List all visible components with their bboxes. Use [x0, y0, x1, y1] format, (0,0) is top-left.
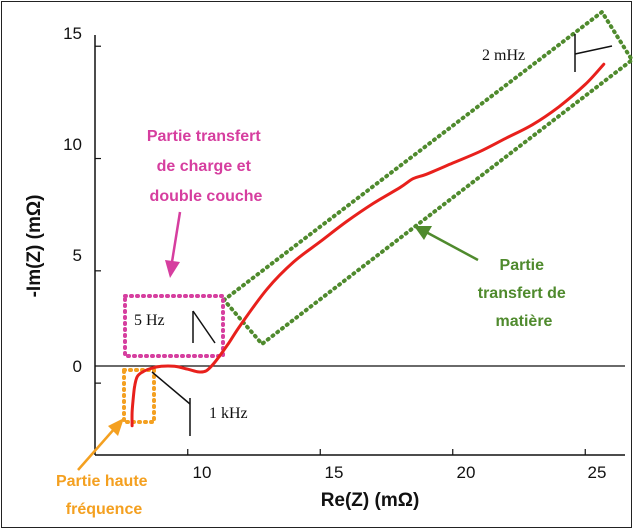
ticks-group	[95, 45, 586, 455]
marker-1khz	[151, 371, 191, 436]
x-tick-label: 15	[325, 463, 344, 482]
arrow-green	[414, 226, 479, 262]
mass-transfer-label: Partie transfert de matière	[478, 257, 570, 330]
arrow-orange	[77, 418, 124, 471]
charge-transfer-label: Partie transfert de charge et double cou…	[147, 128, 265, 205]
high-frequency-region	[122, 368, 156, 424]
y-tick-label: 10	[63, 135, 82, 154]
charge-transfer-region	[123, 294, 225, 358]
arrow-pink	[165, 211, 182, 278]
label-2mhz: 2 mHz	[482, 47, 525, 64]
label-1khz: 1 kHz	[209, 405, 248, 422]
marker-5hz	[192, 310, 216, 344]
label-5hz: 5 Hz	[134, 312, 165, 329]
x-tick-label: 20	[457, 463, 476, 482]
impedance-curve	[130, 62, 606, 428]
mass-transfer-region	[221, 9, 635, 347]
x-tick-label: 10	[193, 463, 212, 482]
y-tick-label: 5	[73, 246, 82, 265]
y-axis-title: -Im(Z) (mΩ)	[24, 195, 45, 298]
x-tick-label: 25	[588, 463, 607, 482]
x-axis-title: Re(Z) (mΩ)	[321, 490, 420, 511]
high-frequency-label: Partie haute fréquence	[56, 473, 152, 518]
marker-2mhz	[574, 34, 613, 72]
y-tick-label: 15	[63, 24, 82, 43]
y-tick-label: 0	[73, 357, 82, 376]
